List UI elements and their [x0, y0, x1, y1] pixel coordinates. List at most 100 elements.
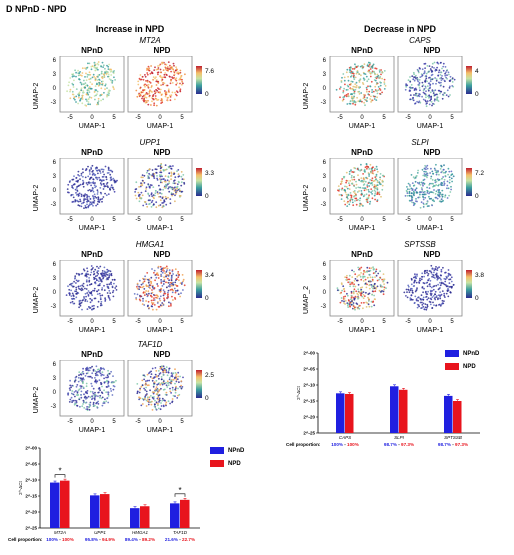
bar-npnd-upp1	[90, 495, 100, 528]
color-bar-max: 2.5	[205, 372, 214, 379]
umap-point-cloud	[404, 61, 456, 108]
umap-x-tick: 0	[158, 319, 162, 325]
legend-item-npnd: NPnD	[210, 447, 244, 454]
gene-name: HMGA1	[135, 240, 165, 249]
significance-bracket	[174, 493, 186, 497]
umap-x-tick: -5	[67, 115, 73, 121]
condition-label-npd: NPD	[153, 46, 171, 55]
umap-y-tick: -3	[321, 100, 327, 106]
bar-npnd-caps	[336, 393, 345, 433]
umap-x-tick: 5	[382, 319, 386, 325]
color-bar-min: 0	[205, 193, 209, 200]
condition-label-npnd: NPnD	[81, 250, 103, 259]
legend-item-npnd: NPnD	[445, 350, 479, 357]
bar-npd-sptssb	[453, 401, 462, 433]
umap-point-cloud	[337, 163, 385, 207]
umap-x-tick: 0	[428, 217, 432, 223]
cell-proportion-values: 95.8% - 94.9%	[85, 537, 115, 542]
color-bar-min: 0	[475, 295, 479, 302]
umap-svg: UMAP-2 6 3 0 -3 -5 0 5 UMAP-1 -5 0 5 UMAP-1 7.6 0	[33, 56, 214, 130]
color-bar-min: 0	[205, 295, 209, 302]
umap-x-tick: 5	[180, 217, 184, 223]
umap-x-axis-label: UMAP-1	[349, 327, 376, 334]
umap-point-cloud	[66, 164, 118, 209]
umap-y-tick: -3	[321, 202, 327, 208]
umap-y-tick: -3	[51, 202, 57, 208]
legend-swatch-npd	[210, 460, 224, 467]
y-tick-label: 2^-20	[25, 510, 37, 515]
umap-point-cloud	[65, 265, 118, 311]
umap-x-tick: 0	[90, 319, 94, 325]
significance-star: *	[178, 486, 181, 495]
umap-x-tick: -5	[67, 217, 73, 223]
umap-x-axis-label: UMAP-1	[349, 225, 376, 232]
bar-npd-taf1d	[180, 499, 190, 528]
cell-proportion-npnd: 95.8%	[85, 537, 98, 542]
umap-svg: UMAP-2 6 3 0 -3 -5 0 5 UMAP-1 -5 0 5 UMAP-1 4 0	[303, 56, 479, 130]
cell-proportion-npnd: 21.6%	[165, 537, 178, 542]
umap-svg: UMAP-2 6 3 0 -3 -5 0 5 UMAP-1 -5 0 5 UMAP-1 3.4 0	[33, 260, 214, 334]
y-tick-label: 2^-05	[25, 462, 37, 467]
cell-proportion-npnd: 89.4%	[125, 537, 138, 542]
umap-x-axis-label: UMAP-1	[147, 123, 174, 130]
umap-point-cloud	[404, 163, 455, 209]
y-tick-label: 2^-00	[25, 446, 37, 451]
condition-label-npnd: NPnD	[81, 46, 103, 55]
umap-y-tick: -3	[51, 404, 57, 410]
color-bar-max: 7.6	[205, 68, 214, 75]
umap-y-tick: -3	[51, 304, 57, 310]
umap-x-axis-label: UMAP-1	[147, 225, 174, 232]
umap-x-tick: 0	[158, 419, 162, 425]
umap-svg: UMAP-2 6 3 0 -3 -5 0 5 UMAP-1 -5 0 5 UMAP-1 2.5 0	[33, 360, 214, 434]
umap-y-axis-label: UMAP-2	[33, 185, 40, 212]
umap-y-axis-label: UMAP_2	[303, 286, 310, 314]
bar-chart-increase-svg: 2^-25 2^-20 2^-15 2^-10 2^-05 2^-00 2^-ΔCt * MT2…	[8, 446, 200, 542]
color-bar-min: 0	[475, 193, 479, 200]
category-label: SLPI	[394, 435, 405, 440]
cell-proportion-label: Cell proportion:	[286, 442, 321, 447]
legend-right: NPnD NPD	[445, 350, 479, 370]
bar-npd-mt2a	[60, 480, 70, 528]
umap-x-tick: -5	[337, 217, 343, 223]
condition-label-npnd: NPnD	[351, 46, 373, 55]
significance-bracket	[54, 474, 66, 478]
y-axis-label: 2^-ΔCt	[296, 385, 301, 399]
cell-proportion-npd: 94.9%	[102, 537, 115, 542]
umap-x-tick: 5	[112, 115, 116, 121]
cell-proportion-values: 100% - 100%	[46, 537, 74, 542]
category-label: MT2A	[54, 530, 66, 535]
legend-item-npd: NPD	[210, 460, 244, 467]
y-tick-label: 2^-25	[25, 526, 37, 531]
color-bar	[196, 370, 202, 398]
condition-label-npnd: NPnD	[351, 250, 373, 259]
condition-label-npd: NPD	[153, 350, 171, 359]
color-bar	[196, 66, 202, 94]
umap-x-axis-label: UMAP-1	[417, 225, 444, 232]
condition-label-npd: NPD	[153, 148, 171, 157]
condition-label-npnd: NPnD	[81, 148, 103, 157]
umap-y-tick: 6	[323, 160, 327, 166]
legend-label-npnd: NPnD	[463, 350, 480, 357]
umap-x-axis-label: UMAP-1	[147, 327, 174, 334]
legend-left: NPnD NPD	[210, 447, 244, 467]
umap-y-tick: 3	[323, 276, 327, 282]
condition-label-npd: NPD	[423, 250, 441, 259]
bar-npnd-sptssb	[444, 395, 453, 433]
umap-x-tick: -5	[67, 319, 73, 325]
color-bar-max: 7.2	[475, 170, 484, 177]
legend-swatch-npnd	[210, 447, 224, 454]
umap-point-cloud	[66, 61, 116, 107]
gene-name: UPP1	[139, 138, 161, 147]
umap-y-tick: 6	[53, 362, 57, 368]
color-bar	[466, 66, 472, 94]
y-tick-label: 2^-10	[303, 383, 315, 388]
gene-name: SPTSSB	[404, 240, 436, 249]
umap-svg: UMAP-2 6 3 0 -3 -5 0 5 UMAP-1 -5 0 5 UMAP-1 7.2 0	[303, 158, 484, 232]
umap-y-axis-label: UMAP-2	[33, 387, 40, 414]
color-bar	[196, 168, 202, 196]
y-axis-label: 2^-ΔCt	[18, 480, 23, 494]
umap-x-tick: 5	[112, 419, 116, 425]
bar-chart-decrease: 2^-25 2^-20 2^-15 2^-10 2^-05 2^-00 2^-ΔCt CAPS…	[280, 345, 510, 455]
umap-y-tick: 6	[53, 262, 57, 268]
umap-x-tick: 0	[360, 217, 364, 223]
